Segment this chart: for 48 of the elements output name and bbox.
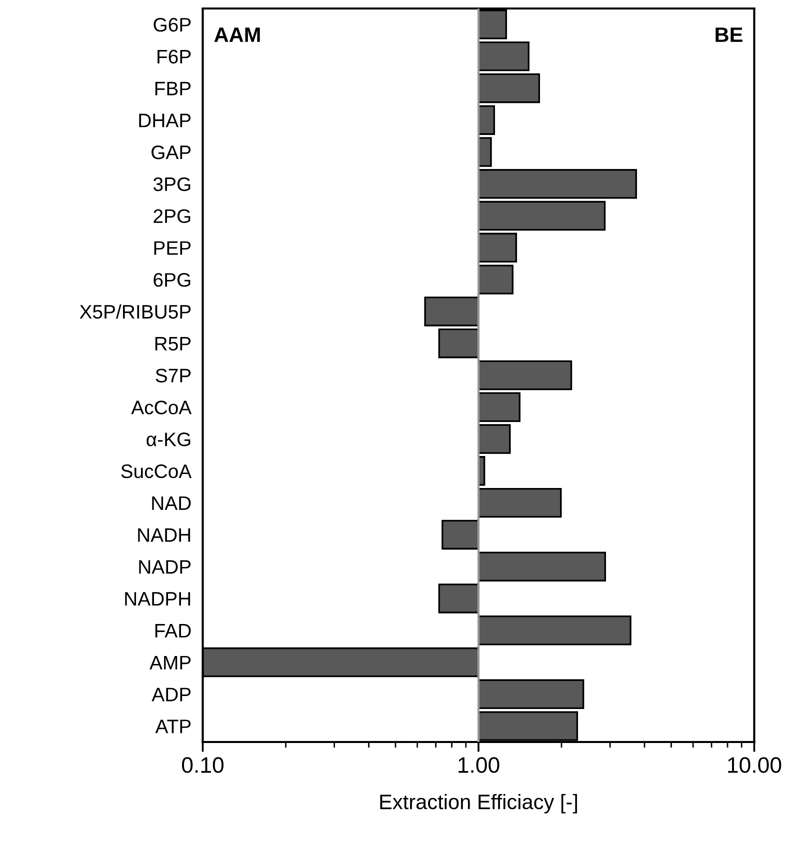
bar	[424, 296, 480, 326]
y-tick-label: R5P	[155, 337, 191, 351]
y-tick-label: S7P	[156, 368, 191, 382]
bar	[442, 520, 480, 550]
y-tick-label: ATP	[155, 720, 191, 734]
bar	[478, 105, 496, 135]
bar	[478, 169, 637, 199]
bar	[438, 584, 480, 614]
y-tick-label: X5P/RIBU5P	[80, 304, 191, 319]
y-tick-label: 2PG	[154, 209, 190, 224]
y-tick-label: NADP	[139, 560, 191, 574]
y-tick-label: NADH	[138, 528, 190, 542]
y-tick-label: 3PG	[153, 177, 190, 192]
bar	[478, 424, 511, 454]
y-tick-label: GAP	[152, 145, 191, 160]
bar	[478, 552, 606, 582]
x-tick-label: 1.00	[458, 757, 500, 773]
y-tick-label: F6P	[158, 50, 191, 64]
y-tick-label: NADPH	[125, 592, 190, 606]
x-tick-label: 0.10	[182, 757, 224, 773]
y-tick-label: α-KG	[146, 432, 190, 446]
bar	[478, 360, 572, 390]
y-tick-label: ADP	[152, 688, 191, 702]
bar	[478, 200, 606, 231]
y-tick-label: G6P	[154, 18, 191, 32]
y-tick-label: FBP	[155, 82, 191, 96]
y-tick-label: NAD	[152, 496, 191, 510]
annotation: BE	[716, 28, 742, 42]
bar	[478, 137, 492, 167]
x-tick-label: 10.00	[728, 757, 782, 773]
y-tick-label: AcCoA	[131, 400, 192, 414]
bar	[478, 73, 540, 104]
y-tick-label: AMP	[150, 656, 191, 670]
bar	[478, 488, 562, 518]
bar	[478, 41, 530, 72]
bar	[478, 264, 514, 294]
bar	[478, 679, 584, 710]
y-tick-label: FAD	[155, 624, 191, 638]
y-tick-label: 6PG	[154, 273, 190, 287]
x-axis-title: Extraction Efficiacy [-]	[380, 794, 577, 814]
bar	[478, 616, 632, 646]
bar	[438, 328, 480, 358]
y-tick-label: PEP	[154, 241, 191, 255]
y-tick-label: SucCoA	[121, 464, 192, 478]
bar	[478, 392, 520, 422]
y-tick-label: DHAP	[139, 114, 191, 128]
annotation: AAM	[214, 28, 260, 42]
bar	[478, 232, 518, 263]
